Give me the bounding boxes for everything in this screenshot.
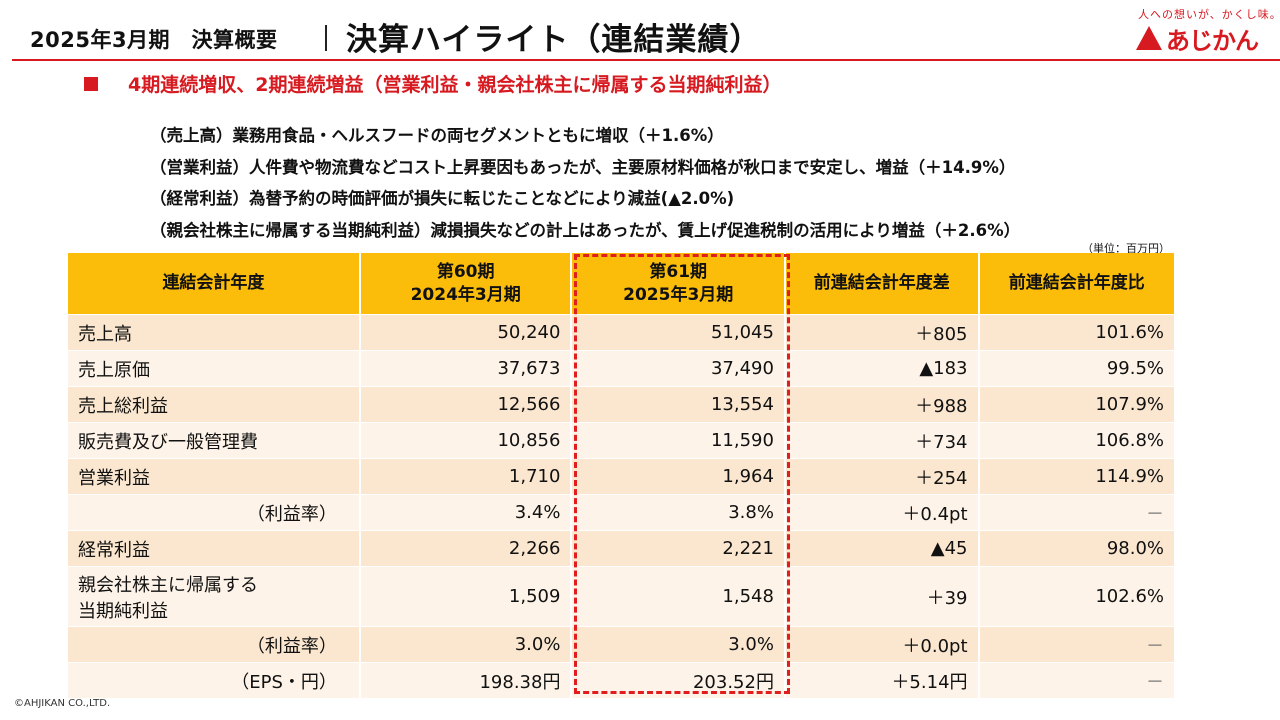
cell-prev: 37,673	[360, 350, 573, 386]
cell-curr: 37,490	[572, 350, 786, 386]
cell-diff: ＋805	[785, 314, 980, 350]
cell-diff: ＋734	[785, 422, 980, 458]
square-bullet-icon	[84, 76, 98, 91]
page-title: 決算ハイライト（連結業績）	[346, 22, 762, 58]
cell-curr: 51,045	[572, 314, 786, 350]
table-row: （EPS・円） 198.38円 203.52円 ＋5.14円 －	[68, 662, 1174, 698]
cell-diff: ＋5.14円	[785, 662, 980, 698]
header-divider	[325, 25, 327, 51]
header-curr-period-line1: 第61期	[649, 262, 708, 283]
cell-curr: 11,590	[572, 422, 786, 458]
row-label: 売上原価	[68, 350, 361, 386]
note-sales: （売上高）業務用食品・ヘルスフードの両セグメントともに増収（＋1.6%）	[150, 126, 724, 145]
row-label: 親会社株主に帰属する 当期純利益	[68, 566, 361, 626]
cell-diff: ＋0.0pt	[785, 626, 980, 662]
table-row: 売上高 50,240 51,045 ＋805 101.6%	[68, 314, 1174, 350]
row-label-line1: 親会社株主に帰属する	[78, 574, 258, 596]
table-row: （利益率） 3.0% 3.0% ＋0.0pt －	[68, 626, 1174, 662]
header-rule	[12, 59, 1280, 61]
row-label: （利益率）	[68, 626, 361, 662]
logo-text: あじかん	[1166, 26, 1259, 55]
cell-ratio: 98.0%	[979, 530, 1174, 566]
header-curr-period: 第61期 2025年3月期	[572, 253, 786, 314]
cell-ratio: 101.6%	[979, 314, 1174, 350]
row-label: 営業利益	[68, 458, 361, 494]
table-row: 親会社株主に帰属する 当期純利益 1,509 1,548 ＋39 102.6%	[68, 566, 1174, 626]
cell-diff: ＋0.4pt	[785, 494, 980, 530]
cell-ratio: －	[979, 662, 1174, 698]
cell-prev: 2,266	[360, 530, 573, 566]
header-yoy-diff: 前連結会計年度差	[785, 253, 980, 314]
header-yoy-ratio: 前連結会計年度比	[979, 253, 1174, 314]
table-row: 経常利益 2,266 2,221 ▲45 98.0%	[68, 530, 1174, 566]
company-logo: あじかん	[1136, 24, 1272, 55]
logo-tagline: 人への想いが、かくし味。	[1138, 8, 1280, 21]
note-operating-profit: （営業利益）人件費や物流費などコスト上昇要因もあったが、主要原材料価格が秋口まで…	[150, 157, 1016, 177]
cell-ratio: 114.9%	[979, 458, 1174, 494]
copyright: ©AHJIKAN CO.,LTD.	[14, 698, 111, 709]
cell-prev: 3.4%	[360, 494, 573, 530]
cell-curr: 1,548	[572, 566, 786, 626]
row-label: 売上高	[68, 314, 361, 350]
table-row: 売上原価 37,673 37,490 ▲183 99.5%	[68, 350, 1174, 386]
cell-curr: 3.0%	[572, 626, 786, 662]
cell-prev: 12,566	[360, 386, 573, 422]
header-fiscal-year: 連結会計年度	[68, 253, 361, 314]
cell-diff: ▲45	[785, 530, 980, 566]
cell-curr: 203.52円	[572, 662, 786, 698]
row-label: 販売費及び一般管理費	[68, 422, 361, 458]
table-header-row: 連結会計年度 第60期 2024年3月期 第61期 2025年3月期 前連結会計…	[68, 253, 1174, 314]
cell-curr: 2,221	[572, 530, 786, 566]
row-label: （EPS・円）	[68, 662, 361, 698]
table-row: 営業利益 1,710 1,964 ＋254 114.9%	[68, 458, 1174, 494]
unit-label: （単位：百万円）	[1082, 242, 1170, 255]
cell-prev: 198.38円	[360, 662, 573, 698]
header-curr-period-line2: 2025年3月期	[623, 284, 734, 305]
note-net-profit: （親会社株主に帰属する当期純利益）減損損失などの計上はあったが、賃上げ促進税制の…	[150, 220, 1021, 240]
table-row: 売上総利益 12,566 13,554 ＋988 107.9%	[68, 386, 1174, 422]
table-row: 販売費及び一般管理費 10,856 11,590 ＋734 106.8%	[68, 422, 1174, 458]
row-label: 売上総利益	[68, 386, 361, 422]
notes-list: （売上高）業務用食品・ヘルスフードの両セグメントともに増収（＋1.6%） （営業…	[150, 120, 1020, 246]
cell-prev: 50,240	[360, 314, 573, 350]
cell-ratio: －	[979, 626, 1174, 662]
cell-prev: 1,509	[360, 566, 573, 626]
cell-diff: ＋988	[785, 386, 980, 422]
cell-ratio: 99.5%	[979, 350, 1174, 386]
cell-diff: ＋254	[785, 458, 980, 494]
header-prev-period-line2: 2024年3月期	[410, 284, 521, 305]
financial-table: 連結会計年度 第60期 2024年3月期 第61期 2025年3月期 前連結会計…	[68, 253, 1174, 698]
cell-ratio: 106.8%	[979, 422, 1174, 458]
cell-prev: 3.0%	[360, 626, 573, 662]
logo-triangle-icon	[1136, 26, 1162, 50]
note-ordinary-profit: （経常利益）為替予約の時価評価が損失に転じたことなどにより減益(▲2.0%)	[150, 189, 735, 208]
row-label: 経常利益	[68, 530, 361, 566]
headline-text: 4期連続増収、2期連続増益（営業利益・親会社株主に帰属する当期純利益）	[128, 74, 782, 96]
cell-diff: ▲183	[785, 350, 980, 386]
row-label-line2: 当期純利益	[78, 600, 168, 622]
cell-ratio: 107.9%	[979, 386, 1174, 422]
table-row: （利益率） 3.4% 3.8% ＋0.4pt －	[68, 494, 1174, 530]
header-prev-period-line1: 第60期	[436, 262, 495, 283]
cell-ratio: －	[979, 494, 1174, 530]
cell-ratio: 102.6%	[979, 566, 1174, 626]
row-label: （利益率）	[68, 494, 361, 530]
cell-prev: 1,710	[360, 458, 573, 494]
cell-curr: 3.8%	[572, 494, 786, 530]
header-period: 2025年3月期 決算概要	[30, 28, 278, 52]
headline: 4期連続増収、2期連続増益（営業利益・親会社株主に帰属する当期純利益）	[84, 70, 781, 97]
cell-curr: 1,964	[572, 458, 786, 494]
cell-curr: 13,554	[572, 386, 786, 422]
cell-diff: ＋39	[785, 566, 980, 626]
cell-prev: 10,856	[360, 422, 573, 458]
header-prev-period: 第60期 2024年3月期	[360, 253, 573, 314]
